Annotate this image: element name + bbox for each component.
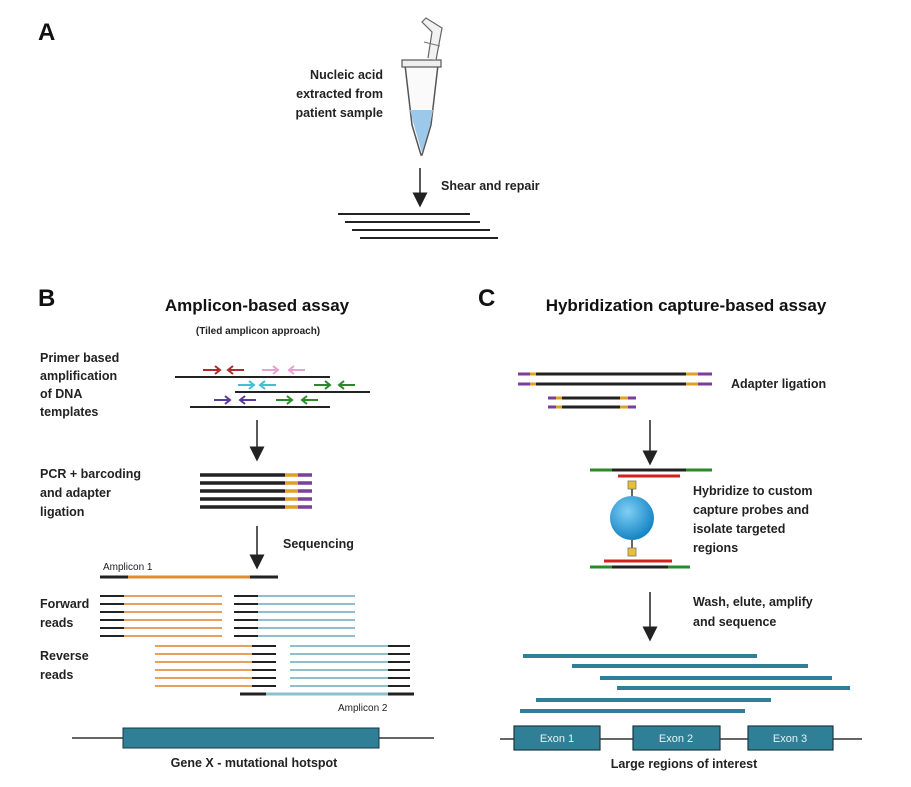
wash-label-line-2: and sequence: [693, 615, 776, 629]
tube-label-line-3: patient sample: [295, 106, 383, 120]
forward-label-line-1: Forward: [40, 597, 89, 611]
pcr-label-line-2: and adapter: [40, 486, 111, 500]
primer-label-line-2: amplification: [40, 369, 117, 383]
tube-label: Nucleic acid extracted from patient samp…: [295, 68, 383, 120]
gene-x-track: [72, 727, 434, 749]
primer-label-line-1: Primer based: [40, 351, 119, 365]
reverse-reads-amplicon-2: [290, 645, 410, 687]
reverse-reads-amplicon-1: [155, 645, 276, 687]
wash-label-line-1: Wash, elute, amplify: [693, 595, 813, 609]
captured-reads: [520, 654, 850, 713]
adapter-ligated-fragments: [518, 372, 712, 409]
barcoded-amplicons: [200, 473, 312, 509]
primer-label-line-3: of DNA: [40, 387, 82, 401]
gene-x-label: Gene X - mutational hotspot: [171, 756, 339, 770]
panel-b-letter: B: [38, 285, 55, 312]
hybridize-label: Hybridize to custom capture probes and i…: [693, 484, 812, 555]
panel-c-title: Hybridization capture-based assay: [546, 296, 827, 315]
exon-1: [513, 725, 601, 751]
panel-c-letter: C: [478, 285, 495, 312]
amplicon-1-label: Amplicon 1: [103, 562, 153, 573]
hybridize-label-line-2: capture probes and: [693, 503, 809, 517]
exon-2: [632, 725, 721, 751]
pcr-label: PCR + barcoding and adapter ligation: [40, 467, 141, 519]
adapter-label: Adapter ligation: [731, 377, 826, 391]
shear-label: Shear and repair: [441, 179, 540, 193]
sheared-fragments: [338, 213, 498, 239]
amplicon-2-label: Amplicon 2: [338, 703, 388, 714]
panel-b-subtitle: (Tiled amplicon approach): [196, 326, 320, 337]
reverse-label-line-2: reads: [40, 668, 73, 682]
panel-b-title: Amplicon-based assay: [165, 296, 350, 315]
exon-2-label: Exon 2: [659, 733, 693, 745]
forward-reads-amplicon-1: [100, 595, 222, 637]
exon-3: [747, 725, 834, 751]
tube-label-line-1: Nucleic acid: [310, 68, 383, 82]
forward-label: Forward reads: [40, 597, 89, 630]
dna-templates: [175, 376, 370, 408]
exon-1-label: Exon 1: [540, 733, 574, 745]
hybridize-label-line-3: isolate targeted: [693, 522, 785, 536]
hybridize-label-line-4: regions: [693, 541, 738, 555]
exon-track: Exon 1 Exon 2 Exon 3: [500, 725, 862, 751]
magnetic-bead: [610, 496, 654, 540]
primer-label-line-4: templates: [40, 405, 98, 419]
hybridize-label-line-1: Hybridize to custom: [693, 484, 812, 498]
reverse-label-line-1: Reverse: [40, 649, 89, 663]
capture-bead-assembly: [590, 468, 712, 569]
reverse-label: Reverse reads: [40, 649, 89, 682]
primer-arrows: [203, 365, 355, 405]
wash-label: Wash, elute, amplify and sequence: [693, 595, 813, 629]
regions-label: Large regions of interest: [611, 757, 758, 771]
sequencing-label: Sequencing: [283, 537, 354, 551]
pcr-label-line-1: PCR + barcoding: [40, 467, 141, 481]
primer-label: Primer based amplification of DNA templa…: [40, 351, 119, 419]
forward-reads-amplicon-2: [234, 595, 355, 637]
pcr-label-line-3: ligation: [40, 505, 84, 519]
exon-3-label: Exon 3: [773, 733, 807, 745]
panel-a-letter: A: [38, 19, 55, 46]
forward-label-line-2: reads: [40, 616, 73, 630]
tube-label-line-2: extracted from: [296, 87, 383, 101]
eppendorf-tube-icon: [401, 17, 443, 156]
